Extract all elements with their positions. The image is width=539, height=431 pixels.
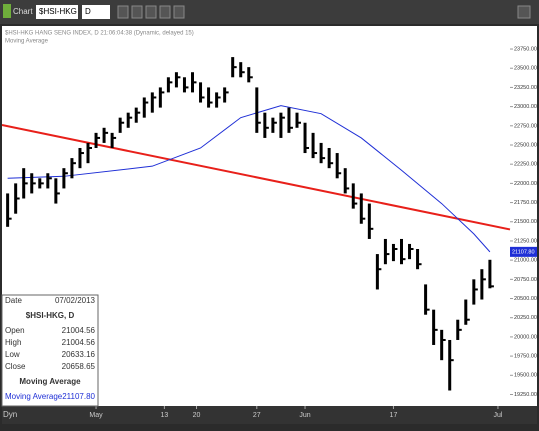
y-axis-area xyxy=(510,26,537,406)
toolbar-buttons xyxy=(117,5,531,19)
y-tick-label: 23000.00 xyxy=(514,104,537,110)
button[interactable] xyxy=(159,5,171,19)
x-axis-area xyxy=(2,406,537,424)
y-tick-label: 19500.00 xyxy=(514,373,537,379)
y-tick-label: 21000.00 xyxy=(514,258,537,264)
dw-row-value: 20658.65 xyxy=(62,362,96,371)
y-tick-label: 19750.00 xyxy=(514,354,537,360)
dw-date: 07/02/2013 xyxy=(55,296,96,305)
moving-average xyxy=(7,105,491,253)
y-tick-label: 22250.00 xyxy=(514,162,537,168)
dw-section: Moving Average xyxy=(19,377,81,386)
dw-row-label: High xyxy=(5,338,21,347)
y-tick-label: 21500.00 xyxy=(514,219,537,225)
chart-title: $HSI-HKG HANG SENG INDEX, D 21:06:04:38 … xyxy=(5,31,194,37)
y-tick-label: 22000.00 xyxy=(514,181,537,187)
dw-date-label: Date xyxy=(5,296,22,305)
dw-row-value: 21004.56 xyxy=(62,326,96,335)
y-tick-label: 20000.00 xyxy=(514,334,537,340)
current-value-label: 21107.80 xyxy=(512,249,535,255)
x-tick-label: 13 xyxy=(160,412,168,419)
x-tick-label: Jun xyxy=(299,412,310,419)
button[interactable] xyxy=(131,5,143,19)
data-window: Date 07/02/2013 $HSI-HKG, D Moving Avera… xyxy=(1,294,99,407)
data-window-box xyxy=(1,294,99,407)
period-box[interactable] xyxy=(82,5,110,19)
symbol-box[interactable] xyxy=(36,5,78,19)
dw-ma-value: 21107.80 xyxy=(62,392,95,401)
y-tick-label: 20500.00 xyxy=(514,296,537,302)
dw-ma-label: Moving Average xyxy=(5,392,63,401)
y-tick-label: 23750.00 xyxy=(514,46,537,52)
current-value-box xyxy=(510,246,537,257)
button[interactable] xyxy=(145,5,157,19)
y-tick-label: 21750.00 xyxy=(514,200,537,206)
y-tick-label: 19250.00 xyxy=(514,392,537,398)
dw-row-value: 21004.56 xyxy=(62,338,96,347)
button[interactable] xyxy=(117,5,129,19)
chart-subtitle: Moving Average xyxy=(5,39,49,45)
dw-symbol: $HSI-HKG, D xyxy=(26,311,75,320)
button[interactable] xyxy=(517,5,531,19)
y-tick-label: 22750.00 xyxy=(514,123,537,129)
y-tick-label: 21250.00 xyxy=(514,238,537,244)
y-tick-label: 23500.00 xyxy=(514,66,537,72)
app-icon xyxy=(3,4,11,18)
toolbar xyxy=(0,0,539,24)
symbol: $HSI-HKG xyxy=(39,7,77,16)
trend-line xyxy=(1,124,511,231)
y-tick-label: 20250.00 xyxy=(514,315,537,321)
dw-row-label: Low xyxy=(5,350,20,359)
dw-row-value: 20633.16 xyxy=(62,350,96,359)
x-tick-label: 17 xyxy=(390,412,398,419)
dw-row-label: Close xyxy=(5,362,26,371)
y-tick-label: 23250.00 xyxy=(514,85,537,91)
x-tick-label: 20 xyxy=(193,412,201,419)
tab-label: Chart xyxy=(13,7,33,16)
button[interactable] xyxy=(173,5,185,19)
dw-row-label: Open xyxy=(5,326,25,335)
x-tick-label: Jul xyxy=(493,412,502,419)
y-tick-label: 20750.00 xyxy=(514,277,537,283)
footer: Dyn xyxy=(3,410,17,419)
y-tick-label: 22500.00 xyxy=(514,142,537,148)
x-tick-label: 27 xyxy=(253,412,261,419)
x-tick-label: May xyxy=(89,412,103,419)
period: D xyxy=(85,7,91,16)
